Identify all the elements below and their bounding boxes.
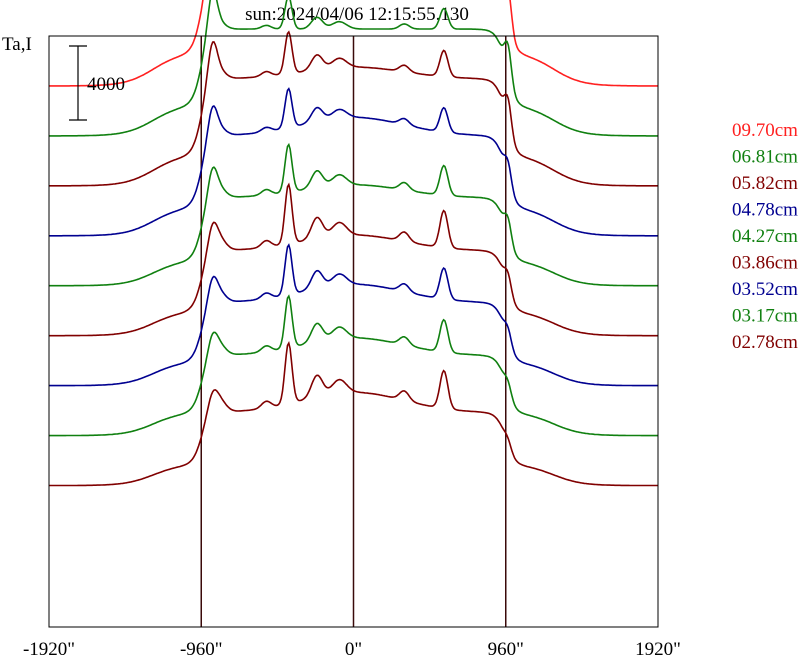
legend-entry: 06.81cm <box>732 147 798 168</box>
series-line-03.17cm <box>49 294 658 437</box>
legend-entry: 04.27cm <box>732 226 798 247</box>
x-tick-label: 0" <box>345 639 362 660</box>
series-line-09.70cm <box>49 0 658 87</box>
series-line-02.78cm <box>49 340 658 487</box>
x-tick-label: -1920" <box>23 639 75 660</box>
legend-entry: 04.78cm <box>732 200 798 221</box>
series-line-04.27cm <box>49 142 658 287</box>
legend-entry: 03.86cm <box>732 253 798 274</box>
series-line-04.78cm <box>49 87 658 237</box>
series-line-03.86cm <box>49 182 658 337</box>
x-tick-label: -960" <box>180 639 223 660</box>
plot-frame <box>48 35 659 628</box>
legend: 09.70cm 06.81cm 05.82cm 04.78cm 04.27cm 03.86… <box>732 120 798 353</box>
chart-title: sun:2024/04/06 12:15:55.130 <box>245 4 469 25</box>
series-line-06.81cm <box>49 0 658 137</box>
x-tick-label: 960" <box>488 639 524 660</box>
legend-entry: 02.78cm <box>732 332 798 353</box>
series-line-03.52cm <box>49 243 658 387</box>
y-axis-label: Ta,I <box>2 34 32 55</box>
legend-entry: 03.17cm <box>732 306 798 327</box>
legend-entry: 09.70cm <box>732 120 798 141</box>
reference-vertical-lines <box>200 36 507 627</box>
scale-bar: 4000 <box>69 45 125 121</box>
series-line-05.82cm <box>49 30 658 187</box>
legend-entry: 03.52cm <box>732 279 798 300</box>
x-tick-label: 1920" <box>635 639 681 660</box>
legend-entry: 05.82cm <box>732 173 798 194</box>
scale-bar-label: 4000 <box>87 74 125 95</box>
series-curves <box>49 0 658 487</box>
x-tick-labels: -1920" -960" 0" 960" 1920" <box>23 639 681 660</box>
